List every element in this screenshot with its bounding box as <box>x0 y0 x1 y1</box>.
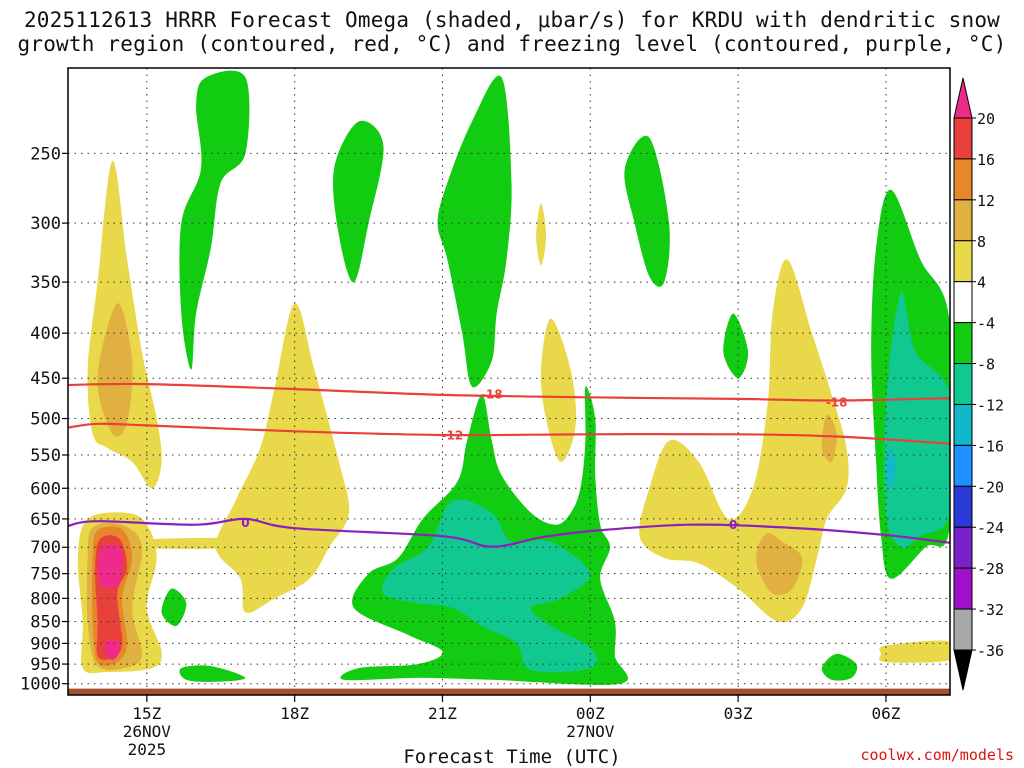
shade-downward-bottom-strip <box>179 665 246 682</box>
xtick-date-24: 27NOV <box>566 722 615 741</box>
colorbar-label-9: -20 <box>977 478 1004 496</box>
shade-downward-main-teal <box>382 499 597 673</box>
ytick-label-350: 350 <box>30 273 61 293</box>
ytick-label-600: 600 <box>30 479 61 499</box>
shade-downward-bottom-right <box>821 653 858 681</box>
colorbar-label-1: 16 <box>977 151 995 169</box>
contour-label-0: -18 <box>481 388 503 402</box>
y-axis: 2503003504004505005506006507007508008509… <box>20 144 68 695</box>
shade-upward-right-gold-2 <box>821 414 837 463</box>
shade-upward-lower-right <box>879 640 950 663</box>
contour-dgz--12 <box>68 422 950 445</box>
contour-label-4: 0 <box>729 518 737 532</box>
colorbar-box-2 <box>953 199 973 242</box>
colorbar-box-8 <box>953 444 973 487</box>
xtick-year-15: 2025 <box>128 740 167 759</box>
ytick-label-300: 300 <box>30 214 61 234</box>
ytick-label-700: 700 <box>30 538 61 558</box>
colorbar-label-13: -36 <box>977 642 1004 660</box>
colorbar-bottom-arrow <box>953 649 973 691</box>
colorbar-box-7 <box>953 403 973 446</box>
contour-freezing-level-0 <box>68 517 950 548</box>
shade-downward-far-right-cyan <box>885 448 896 489</box>
ytick-label-1000: 1000 <box>20 675 61 695</box>
shade-downward-upper-right <box>624 135 670 287</box>
xtick-label-15: 15Z <box>132 704 161 723</box>
ground-layer <box>68 688 950 695</box>
omega-shading <box>77 70 950 685</box>
ytick-label-550: 550 <box>30 446 61 466</box>
colorbar-box-10 <box>953 526 973 569</box>
xtick-label-24: 00Z <box>576 704 605 723</box>
ytick-label-650: 650 <box>30 510 61 530</box>
ytick-label-250: 250 <box>30 144 61 164</box>
ytick-label-750: 750 <box>30 565 61 585</box>
ytick-label-950: 950 <box>30 655 61 675</box>
shade-upward-right-gold-1 <box>756 533 803 596</box>
contour-label-1: -18 <box>826 396 848 410</box>
shade-upward-mid-sliver <box>540 318 577 462</box>
shade-lower-left-magenta-1 <box>97 544 123 589</box>
colorbar-label-6: -8 <box>977 356 995 374</box>
contour-label-3: 0 <box>241 516 249 530</box>
colorbar: 20 16 12 8 4 -4 -8 -12 -16 -20 -24 -28 -32 -36 <box>953 77 1004 691</box>
colorbar-label-3: 8 <box>977 233 986 251</box>
xtick-date-15: 26NOV <box>123 722 172 741</box>
colorbar-label-2: 12 <box>977 192 995 210</box>
colorbar-box-0 <box>953 117 973 160</box>
colorbar-label-10: -24 <box>977 519 1004 537</box>
ground-surface <box>68 688 950 695</box>
chart-title-line-1: 2025112613 HRRR Forecast Omega (shaded, … <box>23 8 1001 32</box>
shade-downward-upper-mid <box>333 120 384 283</box>
contour-label-2: -12 <box>441 429 463 443</box>
contour-dgz--18 <box>68 382 950 402</box>
shade-upward-central-plume <box>215 303 350 613</box>
colorbar-label-0: 20 <box>977 110 995 128</box>
colorbar-top-arrow <box>953 77 973 119</box>
colorbar-label-4: 4 <box>977 274 986 292</box>
shade-upward-tiny-top <box>536 203 546 266</box>
ytick-label-800: 800 <box>30 589 61 609</box>
colorbar-box-3 <box>953 240 973 283</box>
xtick-label-30: 06Z <box>871 704 900 723</box>
colorbar-box-6 <box>953 363 973 405</box>
xtick-label-27: 03Z <box>724 704 753 723</box>
colorbar-box-11 <box>953 567 973 610</box>
credit-link[interactable]: coolwx.com/models <box>860 746 1014 764</box>
gridlines <box>68 68 950 695</box>
colorbar-label-7: -12 <box>977 396 1004 414</box>
shade-downward-column-21z <box>437 75 512 388</box>
shade-lower-left-magenta-2 <box>104 639 120 660</box>
shade-downward-small-right <box>723 313 749 379</box>
colorbar-label-8: -16 <box>977 437 1004 455</box>
xtick-label-18: 18Z <box>280 704 309 723</box>
shade-upward-left-core <box>97 303 133 437</box>
ytick-label-500: 500 <box>30 410 61 430</box>
temperature-contours: -18 -18 -12 0 0 <box>68 382 950 548</box>
xtick-label-21: 21Z <box>428 704 457 723</box>
ytick-label-400: 400 <box>30 324 61 344</box>
ytick-label-450: 450 <box>30 369 61 389</box>
chart-title-line-2: growth region (contoured, red, °C) and f… <box>17 32 1007 56</box>
plot-frame <box>67 67 951 696</box>
colorbar-box-1 <box>953 158 973 201</box>
colorbar-box-9 <box>953 485 973 528</box>
x-axis-label: Forecast Time (UTC) <box>403 746 621 768</box>
colorbar-box-5 <box>953 322 973 365</box>
ytick-label-900: 900 <box>30 634 61 654</box>
ytick-label-850: 850 <box>30 613 61 633</box>
colorbar-box-12 <box>953 608 973 651</box>
colorbar-label-11: -28 <box>977 560 1004 578</box>
shade-downward-lower-left-blob <box>161 588 187 627</box>
shade-downward-far-right-teal <box>884 292 950 549</box>
shade-downward-upper-left <box>179 70 250 370</box>
shade-upward-right-plume <box>639 259 849 623</box>
colorbar-box-4 <box>953 281 973 324</box>
colorbar-label-12: -32 <box>977 601 1004 619</box>
colorbar-label-5: -4 <box>977 315 995 333</box>
